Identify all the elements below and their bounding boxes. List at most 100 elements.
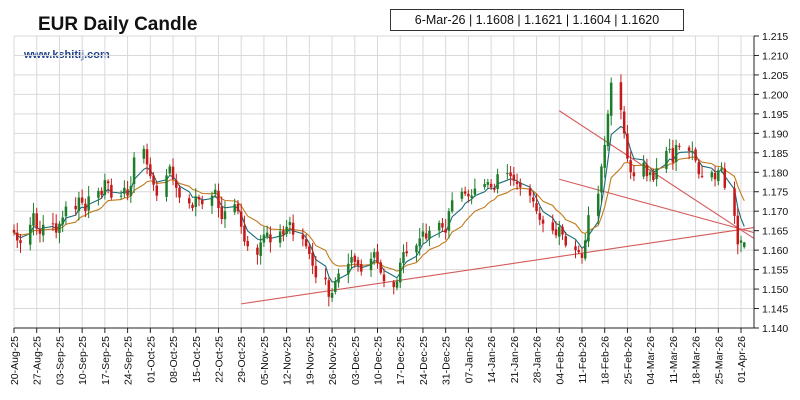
candle-body (87, 196, 90, 211)
candle (74, 197, 77, 216)
candle-body (301, 234, 305, 240)
x-tick-label: 18-Feb-26 (600, 336, 612, 385)
candle-body (278, 231, 282, 243)
candle-body (360, 264, 363, 272)
candle-body (103, 180, 107, 195)
x-tick-label: 26-Nov-25 (327, 336, 339, 385)
candle-body (259, 242, 262, 256)
candle-body (532, 197, 535, 202)
y-tick-label: 1.210 (762, 50, 788, 62)
candle (106, 179, 110, 194)
y-tick-label: 1.190 (762, 128, 788, 140)
candle (171, 158, 175, 186)
candle-body (561, 226, 564, 235)
candle (421, 223, 425, 244)
candle (415, 243, 418, 262)
candle-body (84, 203, 87, 212)
candle-body (54, 223, 58, 233)
candle (168, 164, 172, 176)
candle (506, 164, 509, 180)
candle-body (668, 148, 671, 150)
candle-body (356, 259, 360, 266)
candle-body (441, 223, 444, 228)
candle (519, 178, 522, 196)
candle (191, 202, 194, 212)
candle-body (191, 204, 194, 209)
y-tick-label: 1.155 (762, 265, 788, 277)
candle-body (678, 145, 681, 147)
candle-body (35, 213, 38, 229)
candle-body (350, 257, 353, 263)
candle-body (470, 195, 473, 198)
candle-body (674, 145, 678, 162)
candle (437, 220, 441, 238)
candle-body (353, 255, 357, 262)
candle (710, 170, 714, 182)
candle (327, 277, 331, 307)
ohlc-readout: 6-Mar-26 | 1.1608 | 1.1621 | 1.1604 | 1.… (390, 9, 684, 31)
candle-body (398, 262, 402, 283)
x-tick-label: 18-Mar-26 (691, 336, 703, 385)
y-tick-label: 1.185 (762, 148, 788, 160)
candle (561, 224, 564, 240)
y-tick-label: 1.145 (762, 304, 788, 316)
candle (175, 173, 178, 198)
x-tick-label: 17-Dec-25 (395, 336, 407, 385)
candle (512, 167, 516, 186)
candle (587, 206, 590, 248)
candle-body (171, 166, 175, 180)
candle (736, 207, 740, 255)
candle (15, 223, 19, 249)
candle-body (447, 211, 451, 231)
candle-body (188, 198, 191, 204)
y-tick-label: 1.150 (762, 284, 788, 296)
candle (596, 185, 600, 225)
y-tick-label: 1.175 (762, 187, 788, 199)
candle-body (58, 223, 61, 233)
candle (460, 187, 464, 202)
candle-body (373, 252, 376, 258)
candle-body (632, 172, 636, 177)
candle-body (535, 203, 538, 212)
candle (739, 235, 743, 253)
candle-body (12, 229, 16, 233)
candle-body (736, 215, 740, 245)
candle-body (467, 193, 470, 197)
x-tick-label: 10-Dec-25 (373, 336, 385, 385)
candle (213, 183, 217, 198)
candle (717, 167, 720, 186)
candle-body (558, 226, 561, 237)
candle (428, 226, 431, 247)
candle-body (655, 168, 658, 180)
chart-title: EUR Daily Candle (38, 14, 198, 35)
candle-body (110, 184, 113, 198)
candle-body (324, 277, 327, 280)
candle-body (551, 222, 555, 231)
candle-body (149, 164, 152, 177)
candle-body (652, 172, 655, 181)
candle (470, 189, 473, 205)
candle-body (713, 173, 717, 180)
candle (145, 143, 149, 175)
candle-body (291, 222, 295, 235)
candle (463, 186, 467, 197)
candle-body (437, 222, 441, 231)
candle (314, 256, 318, 284)
candle-body (473, 188, 477, 195)
candle-body (564, 236, 568, 246)
candle (538, 206, 542, 226)
candle (87, 185, 90, 219)
candle (441, 217, 444, 233)
candle (369, 252, 373, 277)
candle (603, 136, 606, 178)
candle (256, 244, 259, 265)
candle-body (217, 190, 220, 209)
candles (12, 74, 746, 307)
candle-body (619, 82, 623, 110)
candle (713, 166, 717, 187)
candle (155, 181, 159, 202)
candle (38, 220, 42, 243)
candle (347, 253, 350, 284)
candle (629, 151, 632, 180)
